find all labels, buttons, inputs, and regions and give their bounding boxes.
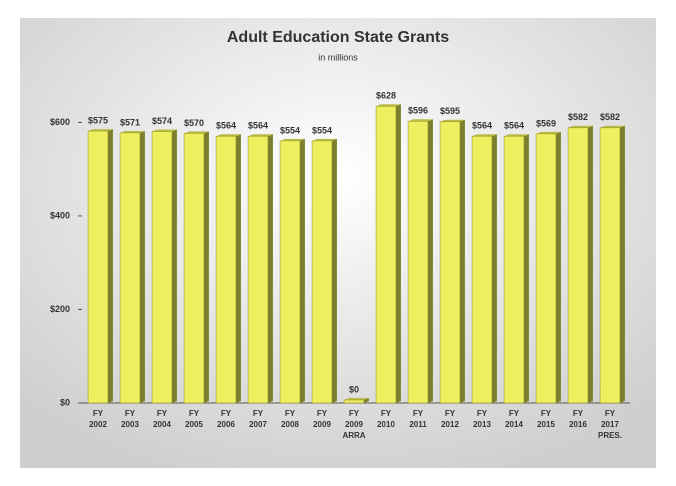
bar bbox=[343, 399, 365, 404]
bar-side bbox=[267, 134, 273, 403]
x-tick-label: FY 2005 bbox=[185, 409, 203, 429]
bar-top bbox=[312, 138, 337, 141]
chart-subtitle: in millions bbox=[318, 52, 358, 62]
bar-top bbox=[504, 134, 529, 137]
value-label: $564 bbox=[504, 121, 524, 131]
bar-top bbox=[216, 134, 241, 137]
x-tick-label: FY 2010 bbox=[377, 409, 395, 429]
value-label: $596 bbox=[408, 106, 428, 116]
bar-side bbox=[395, 104, 401, 403]
x-tick-label: FY 2008 bbox=[281, 409, 299, 429]
x-tick-label: FY 2017 PRES. bbox=[597, 409, 622, 440]
bar bbox=[471, 135, 493, 404]
bar bbox=[535, 133, 557, 404]
bar-side bbox=[459, 119, 465, 403]
x-tick-label: FY 2007 bbox=[249, 409, 267, 429]
value-label: $564 bbox=[472, 121, 492, 131]
bar-side bbox=[299, 138, 305, 403]
bar bbox=[183, 133, 205, 404]
bar-top bbox=[88, 129, 113, 132]
bar bbox=[439, 121, 461, 404]
value-label: $569 bbox=[536, 118, 556, 128]
y-tick-label: $200 bbox=[50, 304, 70, 314]
bar-side bbox=[171, 129, 177, 403]
bar bbox=[311, 140, 333, 404]
value-label: $571 bbox=[120, 117, 140, 127]
bar bbox=[503, 135, 525, 404]
x-tick-label: FY 2009 ARRA bbox=[342, 409, 366, 440]
x-tick-label: FY 2003 bbox=[121, 409, 139, 429]
bar-top bbox=[600, 125, 625, 128]
bar-side bbox=[107, 129, 113, 404]
bar-side bbox=[427, 119, 433, 404]
value-label: $564 bbox=[216, 121, 236, 131]
bar-side bbox=[331, 138, 337, 403]
bar-top bbox=[280, 138, 305, 141]
bar-side bbox=[491, 134, 497, 403]
bar bbox=[599, 127, 621, 404]
bar-top bbox=[184, 131, 209, 134]
bar-side bbox=[363, 398, 369, 403]
x-tick-label: FY 2013 bbox=[473, 409, 491, 429]
value-label: $595 bbox=[440, 106, 460, 116]
x-tick-label: FY 2011 bbox=[409, 409, 427, 429]
x-tick-label: FY 2012 bbox=[441, 409, 459, 429]
bar-top bbox=[120, 130, 145, 133]
bar bbox=[87, 130, 109, 404]
value-label: $554 bbox=[280, 125, 300, 135]
bar-side bbox=[619, 125, 625, 404]
y-tick-label: $0 bbox=[60, 397, 70, 407]
x-tick-label: FY 2014 bbox=[505, 409, 523, 429]
bar-top bbox=[152, 129, 177, 132]
x-tick-label: FY 2002 bbox=[89, 409, 107, 429]
x-tick-label: FY 2009 bbox=[313, 409, 331, 429]
value-label: $574 bbox=[152, 116, 172, 126]
x-tick-label: FY 2016 bbox=[569, 409, 587, 429]
bar bbox=[279, 140, 301, 404]
bar bbox=[119, 132, 141, 404]
bar-top bbox=[248, 134, 273, 137]
value-label: $554 bbox=[312, 125, 332, 135]
bar-side bbox=[203, 131, 209, 403]
bar-top bbox=[344, 398, 369, 400]
bar bbox=[567, 127, 589, 404]
x-tick-label: FY 2004 bbox=[153, 409, 171, 429]
bar-top bbox=[408, 119, 433, 122]
x-tick-label: FY 2006 bbox=[217, 409, 235, 429]
bar bbox=[215, 135, 237, 404]
bar-top bbox=[376, 104, 401, 107]
value-label: $628 bbox=[376, 91, 396, 101]
value-label: $0 bbox=[349, 384, 359, 394]
bar-top bbox=[440, 119, 465, 122]
bar bbox=[247, 135, 269, 404]
x-tick-label: FY 2015 bbox=[537, 409, 555, 429]
value-label: $582 bbox=[568, 112, 588, 122]
bar-side bbox=[139, 130, 145, 403]
bar bbox=[375, 105, 397, 404]
bar bbox=[151, 131, 173, 404]
chart-title: Adult Education State Grants bbox=[227, 29, 449, 46]
bar-top bbox=[568, 125, 593, 128]
y-tick-label: $400 bbox=[50, 210, 70, 220]
y-tick-label: $600 bbox=[50, 117, 70, 127]
value-label: $570 bbox=[184, 118, 204, 128]
value-label: $575 bbox=[88, 115, 108, 125]
value-label: $564 bbox=[248, 121, 268, 131]
bar-side bbox=[555, 131, 561, 404]
bar-top bbox=[536, 131, 561, 134]
bar-side bbox=[523, 134, 529, 403]
value-label: $582 bbox=[600, 112, 620, 122]
bar-side bbox=[235, 134, 241, 403]
bar-top bbox=[472, 134, 497, 137]
bar-side bbox=[587, 125, 593, 404]
bar bbox=[407, 120, 429, 404]
